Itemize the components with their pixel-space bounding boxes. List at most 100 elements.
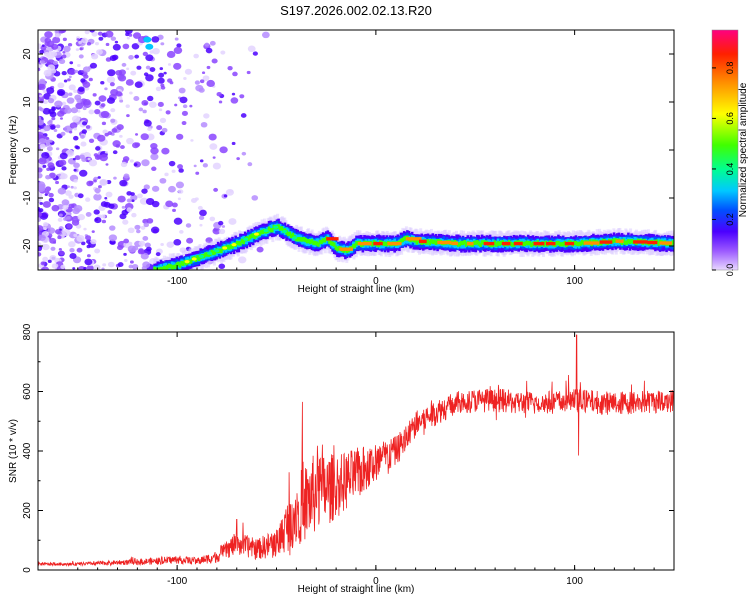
noise-blob [211,58,218,64]
ridge-band [261,229,264,235]
ridge-band [270,224,274,232]
ridge-band [334,245,338,250]
noise-blob [122,43,130,50]
noise-blob [125,104,130,108]
noise-blob [91,31,98,37]
ridge-band [402,236,406,241]
noise-blob [94,109,101,115]
noise-blob [172,208,176,212]
noise-blob [68,194,74,199]
noise-blob [48,119,53,123]
noise-blob [47,162,55,169]
ridge-band [178,263,182,268]
noise-blob [252,51,258,56]
noise-blob [174,37,179,41]
noise-blob [146,246,152,252]
noise-blob [71,219,80,226]
noise-blob [77,110,81,113]
ridge-band [625,240,629,245]
noise-blob [52,60,59,65]
noise-blob [51,116,56,121]
noise-blob [63,45,71,53]
noise-blob [67,78,71,82]
ridge-band [622,238,625,243]
ridge-band [476,240,479,245]
noise-blob [52,36,61,44]
noise-blob [56,88,66,96]
noise-blob [69,248,75,253]
ridge-peak [599,240,613,244]
noise-blob [73,186,77,190]
noise-blob [93,193,102,201]
ridge-peak [437,240,452,245]
noise-blob [57,235,62,240]
noise-blob [142,236,149,241]
ridge-band [461,240,465,246]
ridge-band [496,241,500,246]
noise-blob [131,43,140,50]
noise-blob [68,75,72,79]
ridge-spot [243,237,249,241]
ridge-band [253,234,257,239]
ridge-spot [198,254,204,258]
ridge-band [290,233,293,239]
noise-blob [55,147,60,151]
noise-blob [73,89,78,94]
ridge-band [251,233,255,238]
y-tick-label: -10 [22,190,33,205]
noise-blob [218,263,226,270]
noise-blob [68,68,76,76]
ridge-band [383,241,387,246]
noise-blob [183,77,187,80]
noise-blob [88,159,98,167]
ridge-peak [615,239,624,243]
ridge-spot [231,243,237,247]
noise-blob [46,167,51,171]
colorbar-tick-label: 0.0 [725,264,735,277]
ridge-peak [387,241,402,246]
noise-blob [126,67,130,71]
noise-blob [150,147,159,155]
noise-blob [58,213,63,217]
noise-blob [177,197,181,201]
ridge-band [561,242,565,247]
ridge-band [345,248,349,254]
ridge-band [612,238,616,243]
snr-y-label: SNR (10 * v/v) [8,419,19,483]
noise-blob [42,256,49,262]
noise-blob [84,258,93,266]
noise-hotspot [143,36,152,43]
noise-blob [140,250,145,255]
noise-blob [219,146,228,154]
ridge-spot [184,260,190,264]
noise-blob [194,80,200,85]
noise-blob [123,173,130,179]
noise-blob [41,44,45,47]
ridge-band [158,267,161,270]
ridge-band [573,240,576,246]
noise-blob [60,173,68,180]
noise-blob [54,100,63,108]
ridge-band [302,237,306,242]
ridge-band [498,241,501,246]
noise-blob [44,51,50,57]
noise-blob [51,263,59,269]
ridge-band [353,243,357,248]
ridge-band [428,240,431,246]
ridge-band [577,241,581,247]
noise-blob [117,195,126,203]
ridge-band [237,241,241,246]
ridge-band [304,237,307,243]
noise-blob [126,114,130,118]
ridge-band [297,236,301,242]
ridge-peak [326,237,339,241]
ridge-band [557,240,560,246]
noise-blob [83,74,89,79]
noise-blob [43,93,52,100]
noise-blob [62,37,67,42]
ridge-peak [357,241,372,246]
noise-blob [112,150,118,155]
noise-blob [100,214,106,219]
noise-blob [124,259,128,262]
noise-blob [112,43,121,51]
